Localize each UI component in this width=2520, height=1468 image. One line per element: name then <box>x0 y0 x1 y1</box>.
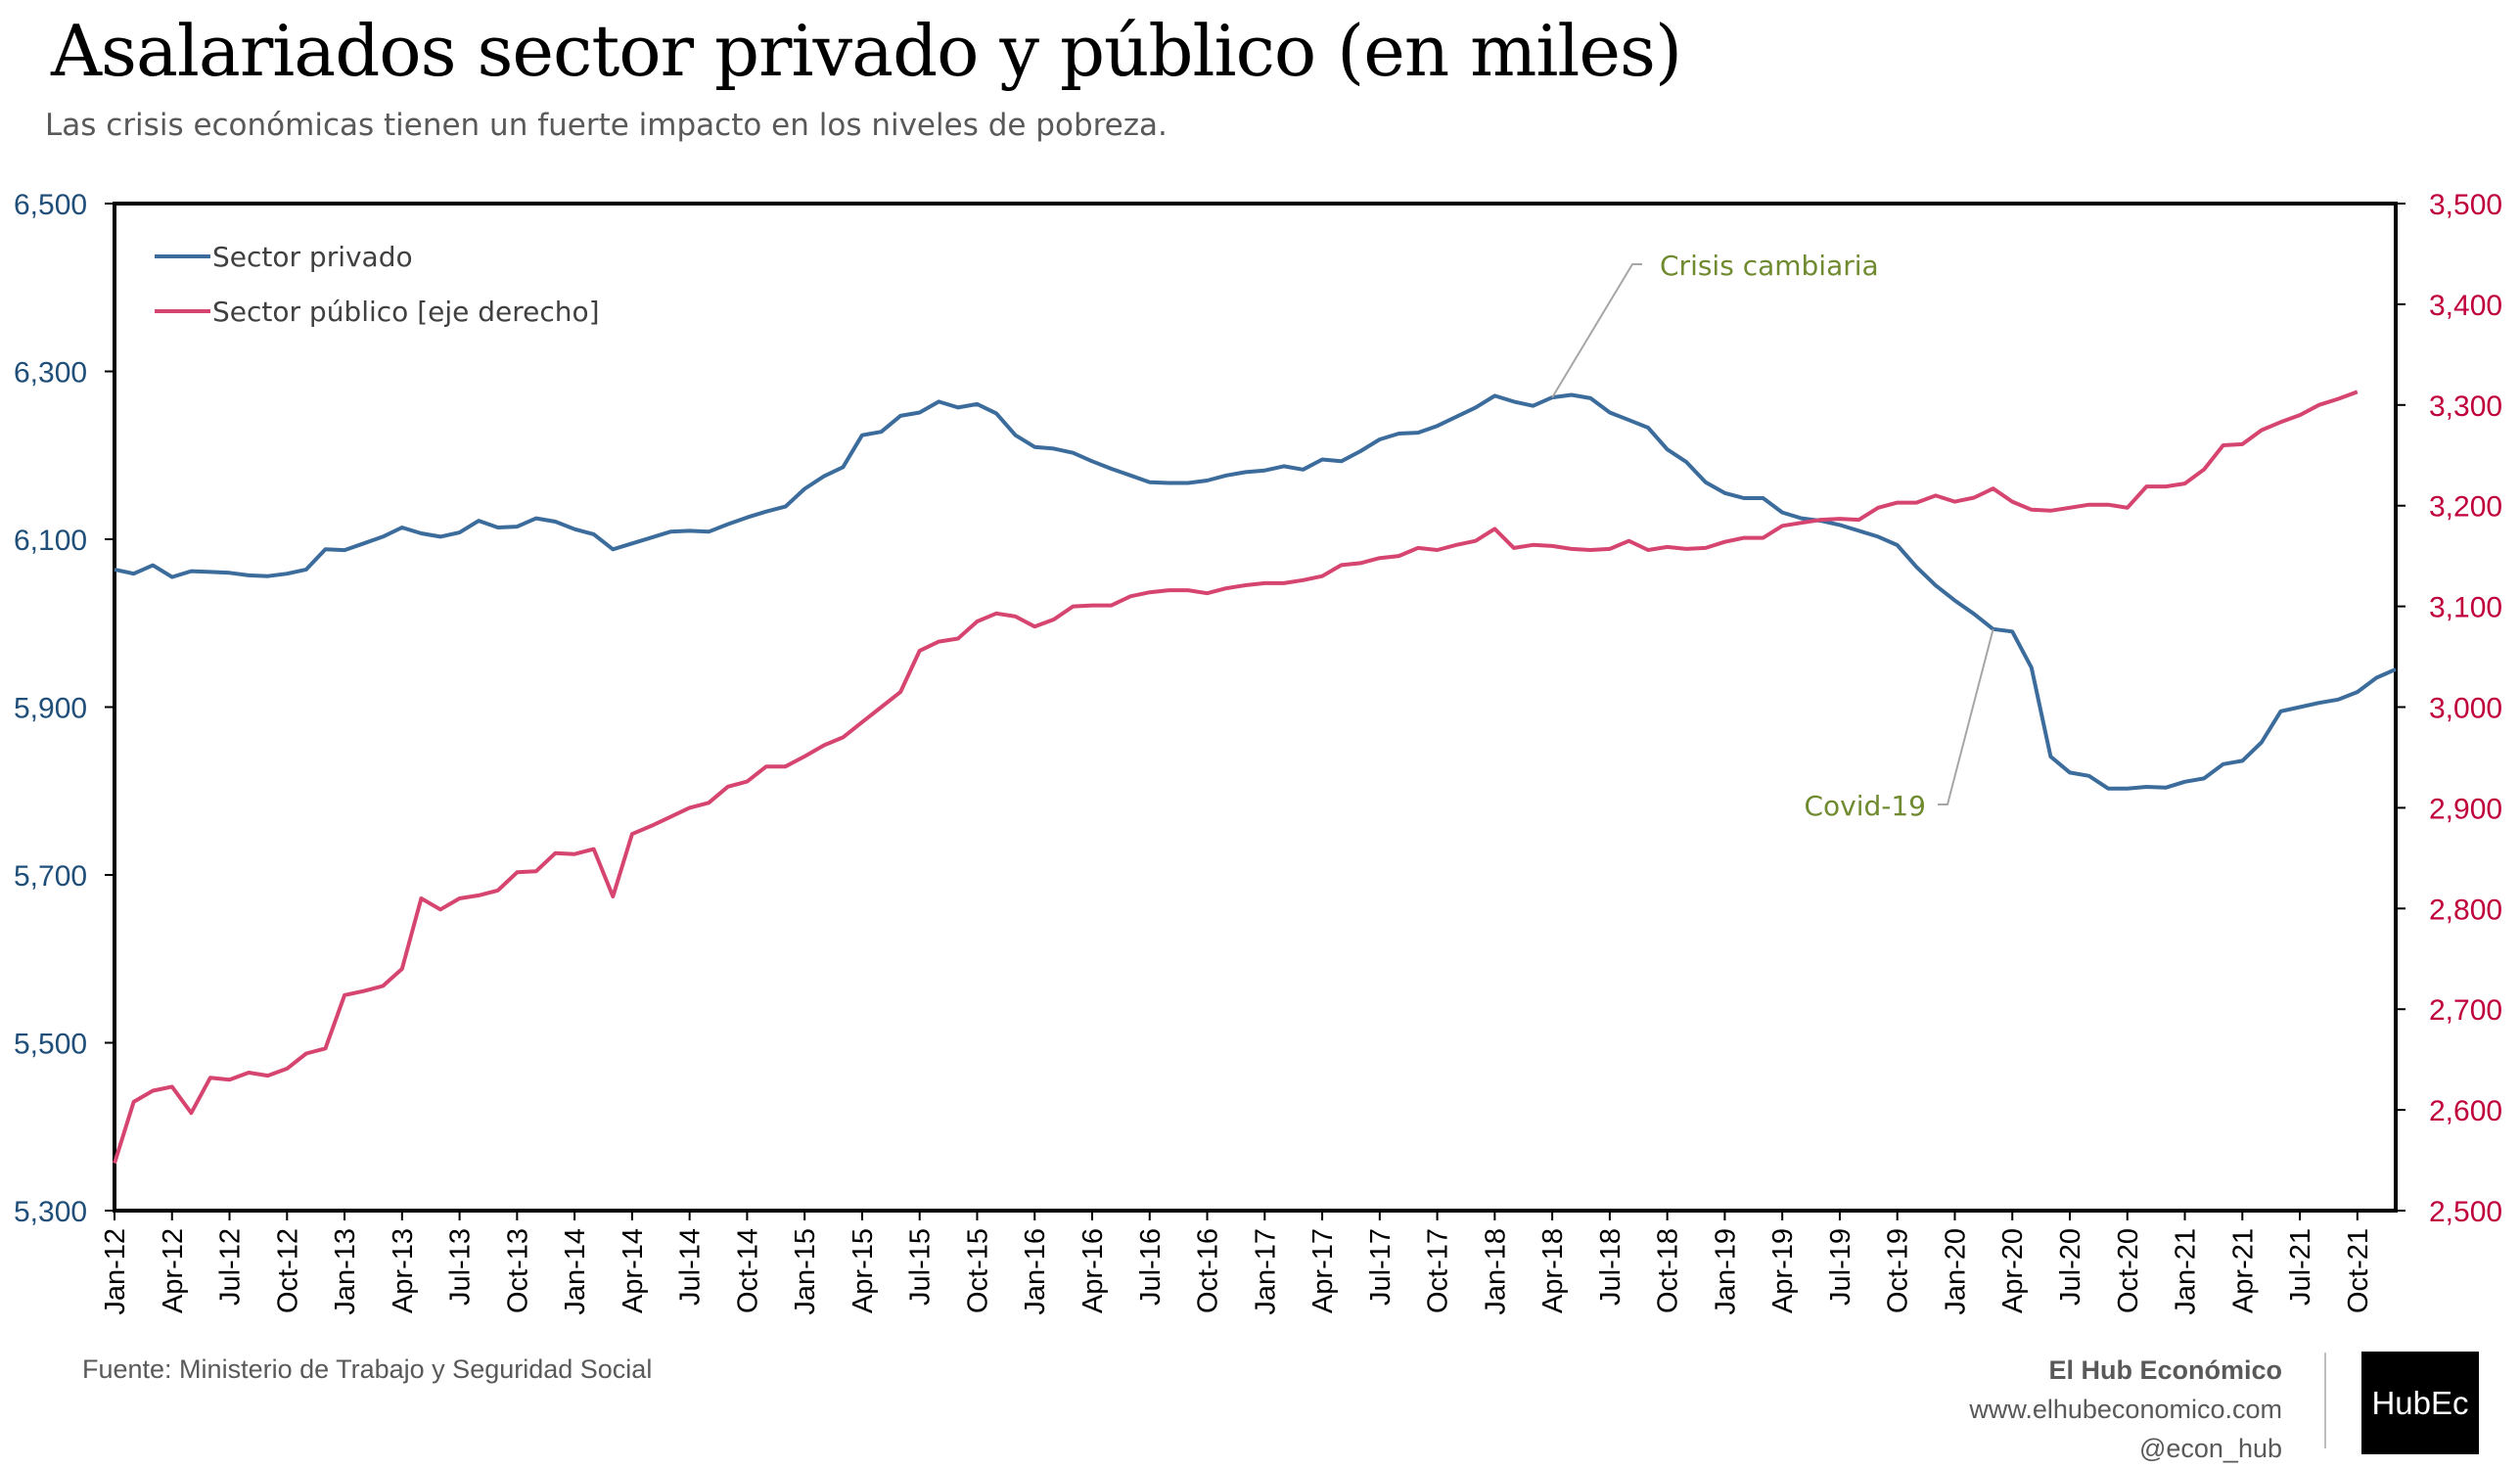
x-axis-tick-label: Jul-21 <box>2285 1228 2316 1306</box>
x-axis-tick-label: Jul-13 <box>445 1228 477 1306</box>
x-axis-tick-label: Apr-19 <box>1767 1228 1799 1313</box>
x-axis-tick-label: Oct-21 <box>2343 1228 2374 1313</box>
x-axis-tick-label: Jan-14 <box>560 1228 591 1315</box>
left-axis-tick-label: 5,300 <box>14 1196 87 1228</box>
chart-subtitle: Las crisis económicas tienen un fuerte i… <box>45 108 1168 143</box>
x-axis-tick-label: Jul-19 <box>1825 1228 1856 1306</box>
left-axis-tick-label: 6,300 <box>14 357 87 390</box>
x-axis-tick-label: Oct-15 <box>962 1228 993 1313</box>
legend-private-label: Sector privado <box>212 241 413 273</box>
chart-title: Asalariados sector privado y público (en… <box>51 10 1682 92</box>
x-axis-tick-label: Jan-19 <box>1710 1228 1741 1315</box>
x-axis-tick-label: Jul-12 <box>215 1228 247 1306</box>
x-axis-tick-label: Jan-21 <box>2171 1228 2202 1315</box>
brand-url: www.elhubeconomico.com <box>1969 1395 2282 1424</box>
x-axis-tick-label: Apr-21 <box>2227 1228 2259 1313</box>
right-axis-tick-label: 3,500 <box>2429 189 2502 221</box>
series-line-public <box>113 390 2359 1165</box>
x-axis-tick-label: Apr-16 <box>1077 1228 1109 1313</box>
x-axis-tick-label: Apr-12 <box>158 1228 189 1313</box>
right-axis-tick-label: 3,400 <box>2429 290 2502 322</box>
x-axis-tick-label: Apr-14 <box>618 1228 649 1313</box>
x-axis-tick-label: Jan-13 <box>330 1228 361 1315</box>
left-axis-tick-label: 5,900 <box>14 693 87 725</box>
x-axis-tick-label: Oct-17 <box>1423 1228 1454 1313</box>
x-axis-tick-label: Oct-16 <box>1193 1228 1224 1313</box>
right-axis-tick-label: 3,100 <box>2429 592 2502 624</box>
x-axis-tick-label: Jan-17 <box>1250 1228 1281 1315</box>
left-axis-tick-label: 5,500 <box>14 1029 87 1061</box>
x-axis-tick-label: Oct-18 <box>1653 1228 1684 1313</box>
left-axis-tick-label: 6,100 <box>14 525 87 557</box>
x-axis-tick-label: Jul-14 <box>675 1228 707 1306</box>
brand-block: El Hub Económico www.elhubeconomico.com … <box>1969 1351 2282 1468</box>
x-axis-tick-label: Jan-15 <box>790 1228 821 1315</box>
x-axis-tick-label: Jan-12 <box>100 1228 131 1315</box>
x-axis-tick-label: Oct-20 <box>2113 1228 2144 1313</box>
hubec-logo: HubEc <box>2361 1352 2479 1454</box>
left-axis-tick-label: 6,500 <box>14 189 87 221</box>
brand-name: El Hub Económico <box>2048 1355 2282 1385</box>
right-axis-tick-label: 3,200 <box>2429 491 2502 524</box>
x-axis-tick-label: Jul-18 <box>1595 1228 1627 1306</box>
x-axis-tick-label: Oct-13 <box>502 1228 533 1313</box>
brand-divider <box>2324 1353 2326 1448</box>
x-axis-tick-label: Jan-18 <box>1480 1228 1511 1315</box>
x-axis-tick-label: Oct-19 <box>1883 1228 1914 1313</box>
plot-frame <box>113 202 2398 1213</box>
x-axis-tick-label: Jul-20 <box>2055 1228 2086 1306</box>
x-axis-tick-label: Apr-20 <box>1997 1228 2029 1313</box>
x-axis-tick-label: Jan-16 <box>1020 1228 1051 1315</box>
series-line-private <box>114 392 2397 791</box>
legend-public-label: Sector público [eje derecho] <box>212 296 600 328</box>
x-axis-tick-label: Oct-12 <box>272 1228 303 1313</box>
right-axis-tick-label: 3,300 <box>2429 390 2502 423</box>
x-axis-tick-label: Oct-14 <box>732 1228 763 1313</box>
annotation-leader-crisis <box>1551 263 1642 398</box>
x-axis-tick-label: Apr-17 <box>1307 1228 1339 1313</box>
brand-handle: @econ_hub <box>2138 1434 2282 1463</box>
annotation-covid: Covid-19 <box>1804 790 1926 822</box>
annotation-crisis-cambiaria: Crisis cambiaria <box>1660 250 1879 282</box>
right-axis-tick-label: 2,800 <box>2429 894 2502 926</box>
right-axis-tick-label: 2,700 <box>2429 994 2502 1027</box>
source-note: Fuente: Ministerio de Trabajo y Segurida… <box>82 1354 653 1384</box>
right-axis-tick-label: 2,900 <box>2429 793 2502 825</box>
x-axis-tick-label: Jul-16 <box>1135 1228 1167 1306</box>
x-axis-tick-label: Jul-15 <box>905 1228 937 1306</box>
right-axis-tick-label: 2,600 <box>2429 1095 2502 1127</box>
x-axis-tick-label: Apr-15 <box>848 1228 879 1313</box>
x-axis-tick-label: Jan-20 <box>1940 1228 1971 1315</box>
annotation-leader-covid <box>1938 628 1994 805</box>
x-axis-tick-label: Jul-17 <box>1365 1228 1397 1306</box>
x-axis-tick-label: Apr-13 <box>388 1228 419 1313</box>
right-axis-tick-label: 2,500 <box>2429 1196 2502 1228</box>
left-axis-tick-label: 5,700 <box>14 860 87 893</box>
x-axis-tick-label: Apr-18 <box>1537 1228 1569 1313</box>
right-axis-tick-label: 3,000 <box>2429 693 2502 725</box>
